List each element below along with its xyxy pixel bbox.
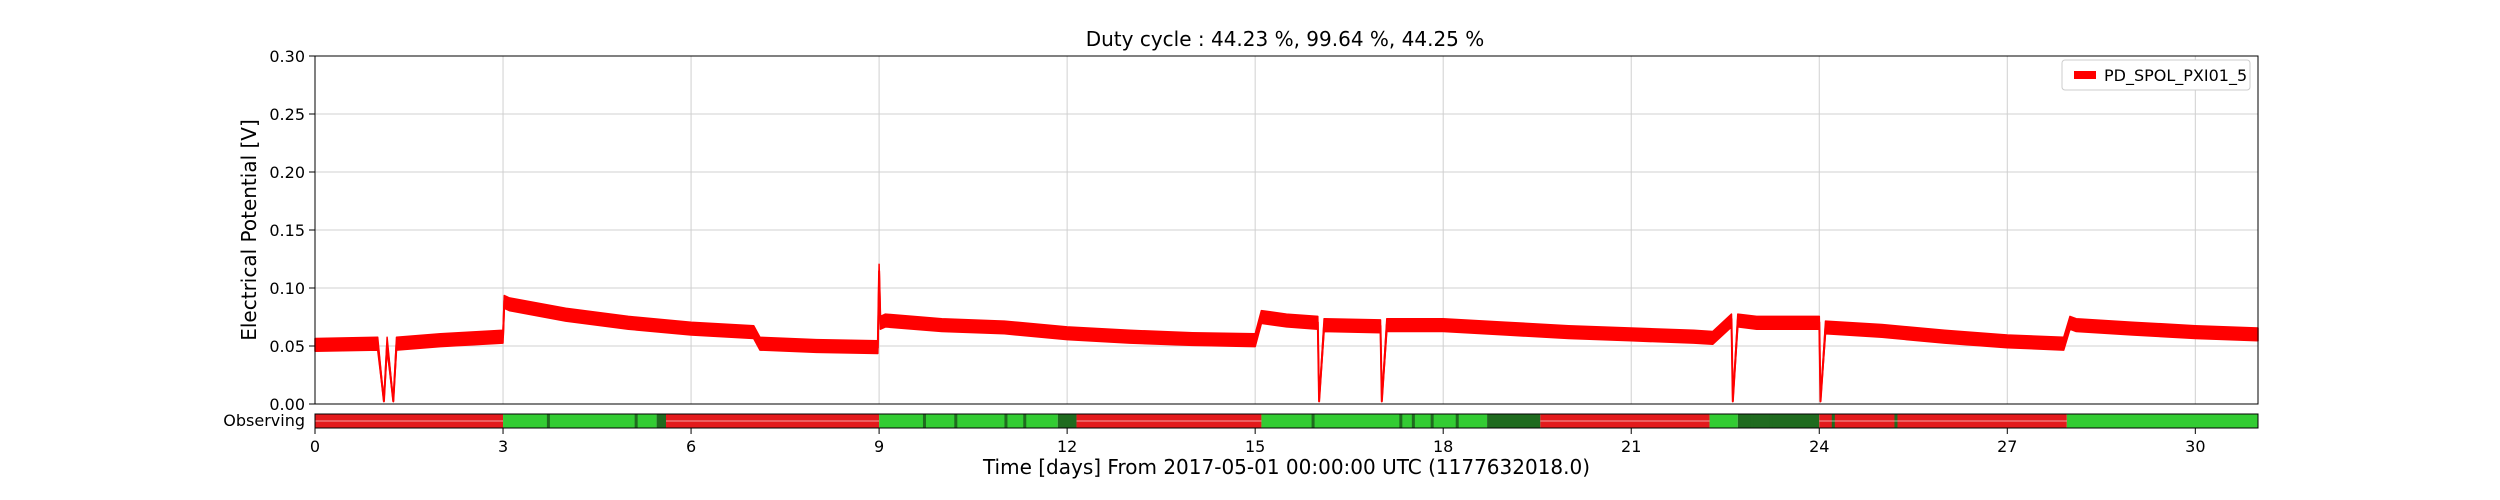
observing-segment-dark <box>1487 414 1541 428</box>
observing-mark <box>1411 414 1415 428</box>
legend: PD_SPOL_PXI01_5 <box>2061 59 2251 91</box>
observing-segment-on <box>1709 414 1738 428</box>
observing-mark <box>1750 414 1754 428</box>
observing-segment-on <box>879 414 1058 428</box>
x-ticks: 0 3 6 9 12 15 18 21 24 27 30 <box>310 428 2206 456</box>
series-line-0 <box>314 270 2259 402</box>
legend-label: PD_SPOL_PXI01_5 <box>2104 66 2247 86</box>
x-tick-label: 9 <box>874 437 884 456</box>
observing-mark <box>922 414 926 428</box>
x-tick-label: 18 <box>1433 437 1453 456</box>
observing-mark <box>1004 414 1008 428</box>
observing-segment-dark <box>656 414 666 428</box>
x-tick-label: 12 <box>1057 437 1077 456</box>
observing-mark <box>954 414 958 428</box>
y-axis-label: Electrical Potential [V] <box>237 119 261 341</box>
y-tick-label: 0.05 <box>269 337 305 356</box>
y-tick-label: 0.25 <box>269 105 305 124</box>
observing-mark <box>1769 414 1773 428</box>
chart-title: Duty cycle : 44.23 %, 99.64 %, 44.25 % <box>1086 27 1485 51</box>
x-tick-label: 24 <box>1809 437 1829 456</box>
observing-segment-dark <box>1737 414 1820 428</box>
observing-frame <box>314 413 2259 429</box>
observing-mark <box>1399 414 1403 428</box>
observing-label: Observing <box>223 411 305 430</box>
y-tick-label: 0.00 <box>269 395 305 414</box>
observing-segment-on <box>2066 414 2258 428</box>
x-tick-label: 21 <box>1621 437 1641 456</box>
observing-mark <box>1311 414 1315 428</box>
x-tick-label: 27 <box>1997 437 2017 456</box>
x-tick-label: 6 <box>686 437 696 456</box>
x-tick-label: 3 <box>498 437 508 456</box>
x-tick-label: 0 <box>310 437 320 456</box>
x-axis-label: Time [days] From 2017-05-01 00:00:00 UTC… <box>982 455 1590 479</box>
observing-segment-on <box>503 414 657 428</box>
observing-segment-on <box>1261 414 1488 428</box>
legend-box <box>2061 59 2251 91</box>
y-ticks: 0.00 0.05 0.10 0.15 0.20 0.25 0.30 <box>269 47 315 414</box>
y-tick-label: 0.30 <box>269 47 305 66</box>
observing-mark <box>1455 414 1459 428</box>
observing-segment-dark <box>1057 414 1077 428</box>
legend-swatch <box>2074 71 2096 79</box>
observing-mark <box>546 414 550 428</box>
observing-bar: Observing <box>223 411 2259 430</box>
observing-mark <box>1023 414 1027 428</box>
y-tick-label: 0.15 <box>269 221 305 240</box>
x-tick-label: 30 <box>2185 437 2205 456</box>
observing-mark <box>1430 414 1434 428</box>
y-tick-label: 0.10 <box>269 279 305 298</box>
x-tick-label: 15 <box>1245 437 1265 456</box>
observing-mark <box>634 414 638 428</box>
y-tick-label: 0.20 <box>269 163 305 182</box>
